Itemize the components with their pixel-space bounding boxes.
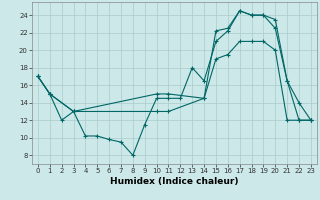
X-axis label: Humidex (Indice chaleur): Humidex (Indice chaleur)	[110, 177, 239, 186]
